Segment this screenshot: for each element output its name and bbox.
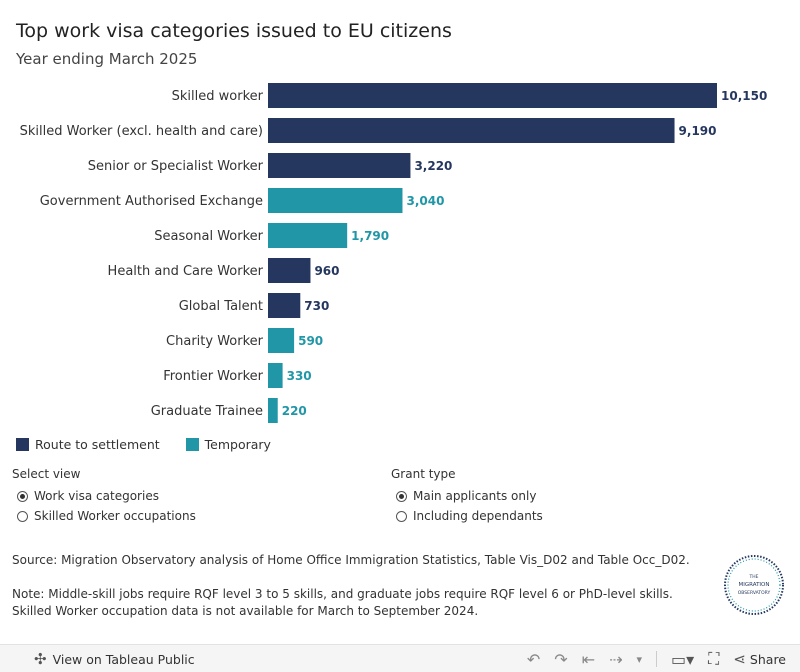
undo-icon[interactable]: ↶ — [526, 649, 541, 669]
share-label: Share — [749, 652, 786, 667]
comment-icon[interactable]: ▭▾ — [671, 649, 695, 669]
radio-selected-icon[interactable] — [396, 490, 407, 502]
svg-text:OBSERVATORY: OBSERVATORY — [738, 590, 771, 596]
value-label: 330 — [287, 369, 312, 383]
bar[interactable] — [268, 153, 411, 178]
tableau-toolbar: ✣ View on Tableau Public ↶ ↷ ⇤ ⇢ ▾ ▭▾ ⛶ … — [0, 644, 800, 672]
value-label: 960 — [314, 264, 339, 278]
legend-item-settlement[interactable]: Route to settlement — [16, 437, 160, 452]
grant-type-title: Grant type — [391, 467, 456, 481]
toolbar-icons: ↶ ↷ ⇤ ⇢ ▾ ▭▾ ⛶ ⋖ Share — [527, 649, 786, 669]
bar[interactable] — [268, 398, 278, 423]
bar[interactable] — [268, 188, 403, 213]
radio-label: Skilled Worker occupations — [34, 509, 196, 523]
note-text: Note: Middle-skill jobs require RQF leve… — [12, 587, 673, 618]
tableau-logo-icon: ✣ — [34, 650, 47, 668]
share-icon: ⋖ — [733, 650, 746, 668]
value-label: 220 — [282, 404, 307, 418]
legend-swatch — [16, 438, 29, 451]
bar[interactable] — [268, 258, 311, 283]
radio-unselected-icon[interactable] — [17, 510, 28, 522]
category-label: Health and Care Worker — [108, 264, 264, 279]
category-label: Skilled Worker (excl. health and care) — [20, 124, 263, 139]
refresh-icon[interactable]: ⇢ — [609, 649, 623, 669]
bar[interactable] — [268, 363, 283, 388]
value-label: 1,790 — [351, 229, 389, 243]
radio-label: Including dependants — [413, 509, 543, 523]
revert-icon[interactable]: ⇤ — [581, 649, 596, 669]
legend-label: Temporary — [204, 437, 271, 452]
value-label: 9,190 — [679, 124, 717, 138]
category-label: Government Authorised Exchange — [40, 194, 263, 209]
toolbar-separator — [656, 651, 657, 667]
radio-label: Work visa categories — [34, 489, 159, 503]
value-label: 3,220 — [414, 159, 452, 173]
category-label: Seasonal Worker — [154, 229, 263, 244]
category-label: Charity Worker — [166, 334, 264, 349]
redo-icon[interactable]: ↷ — [554, 649, 568, 669]
select-view-title: Select view — [12, 467, 81, 481]
category-label: Graduate Trainee — [151, 404, 263, 419]
radio-work-visa-categories[interactable]: Work visa categories — [17, 486, 196, 506]
category-label: Skilled worker — [172, 89, 264, 104]
fullscreen-icon[interactable]: ⛶ — [708, 649, 720, 668]
view-on-tableau-link[interactable]: ✣ View on Tableau Public — [34, 650, 195, 668]
category-label: Frontier Worker — [163, 369, 263, 384]
view-on-tableau-label: View on Tableau Public — [52, 651, 195, 667]
bar[interactable] — [268, 223, 348, 248]
value-label: 3,040 — [406, 194, 444, 208]
radio-including-dependants[interactable]: Including dependants — [396, 506, 543, 526]
category-label: Senior or Specialist Worker — [88, 159, 264, 174]
value-label: 730 — [304, 299, 329, 313]
value-label: 10,150 — [721, 89, 767, 103]
legend: Route to settlement Temporary — [16, 437, 271, 452]
bar[interactable] — [268, 328, 295, 353]
value-label: 590 — [298, 334, 323, 348]
radio-main-applicants-only[interactable]: Main applicants only — [396, 486, 543, 506]
migration-observatory-logo: THE MIGRATION OBSERVATORY — [724, 555, 784, 615]
legend-swatch — [185, 438, 199, 451]
select-view-control: Select view Work visa categories Skilled… — [12, 467, 196, 526]
bar[interactable] — [268, 293, 301, 318]
grant-type-control: Grant type Main applicants only Includin… — [391, 467, 543, 526]
radio-selected-icon[interactable] — [17, 490, 28, 502]
radio-label: Main applicants only — [413, 489, 537, 503]
radio-unselected-icon[interactable] — [396, 510, 407, 522]
share-button[interactable]: ⋖ Share — [733, 650, 786, 668]
legend-item-temporary[interactable]: Temporary — [185, 437, 271, 452]
svg-text:THE: THE — [749, 574, 759, 580]
legend-label: Route to settlement — [35, 437, 160, 452]
radio-skilled-worker-occupations[interactable]: Skilled Worker occupations — [17, 506, 196, 526]
chart-title: Top work visa categories issued to EU ci… — [16, 20, 452, 42]
category-label: Global Talent — [179, 299, 263, 314]
pause-icon[interactable]: ▾ — [636, 652, 642, 666]
svg-text:MIGRATION: MIGRATION — [739, 582, 770, 588]
bar-chart: Skilled worker 10,150 Skilled Worker (excl… — [20, 83, 767, 423]
bar[interactable] — [268, 118, 675, 143]
bar[interactable] — [268, 83, 717, 108]
chart-subtitle: Year ending March 2025 — [16, 50, 198, 68]
source-note: Source: Migration Observatory analysis o… — [12, 553, 690, 567]
